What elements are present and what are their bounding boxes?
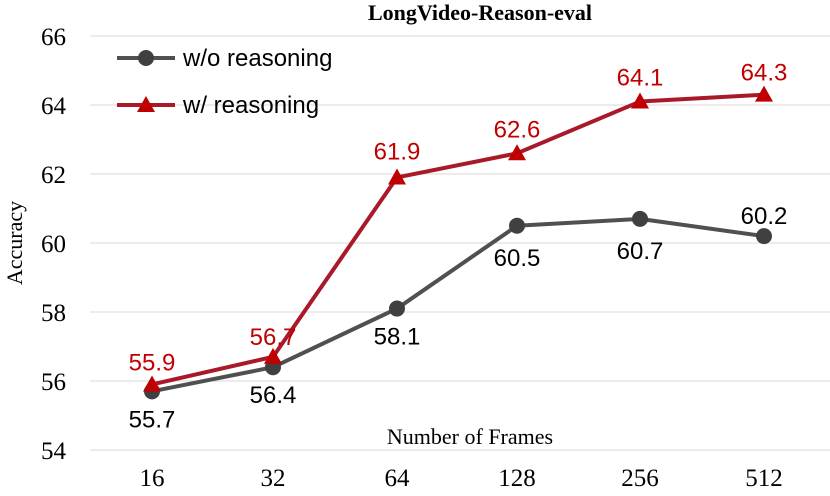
data-label: 55.9 bbox=[129, 349, 176, 376]
data-label: 64.1 bbox=[617, 65, 664, 92]
x-tick-label: 128 bbox=[498, 465, 536, 492]
y-tick-label: 54 bbox=[41, 438, 67, 465]
data-labels: 55.7 56.4 58.1 60.5 60.7 60.2 55.9 56.7 61.9 62.6… bbox=[129, 60, 788, 434]
data-label: 60.5 bbox=[494, 245, 541, 272]
legend-marker-triangle bbox=[137, 96, 155, 112]
legend-label: w/ reasoning bbox=[182, 92, 319, 119]
data-label: 62.6 bbox=[494, 116, 541, 143]
data-point-triangle bbox=[755, 85, 773, 102]
data-label: 56.4 bbox=[250, 382, 297, 409]
data-point-circle bbox=[632, 210, 648, 227]
data-point-triangle bbox=[508, 144, 526, 161]
y-tick-label: 60 bbox=[41, 231, 66, 258]
x-axis-ticks: 16 32 64 128 256 512 bbox=[140, 465, 783, 492]
data-point-circle bbox=[389, 300, 405, 317]
data-label: 60.7 bbox=[617, 238, 664, 265]
y-tick-label: 66 bbox=[41, 24, 66, 51]
x-axis-title: Number of Frames bbox=[387, 424, 553, 449]
data-label: 61.9 bbox=[374, 138, 421, 165]
y-axis-ticks: 54 56 58 60 62 64 66 bbox=[41, 24, 67, 465]
y-tick-label: 62 bbox=[41, 162, 66, 189]
legend: w/o reasoning w/ reasoning bbox=[117, 45, 332, 119]
data-label: 60.2 bbox=[741, 203, 788, 230]
y-tick-label: 64 bbox=[41, 93, 67, 120]
y-axis-title: Accuracy bbox=[2, 201, 27, 285]
x-tick-label: 16 bbox=[140, 465, 165, 492]
data-point-triangle bbox=[388, 168, 406, 185]
series-lines bbox=[143, 85, 773, 400]
data-point-circle bbox=[509, 217, 525, 234]
series-line bbox=[151, 92, 765, 387]
y-tick-label: 58 bbox=[41, 300, 66, 327]
chart-title: LongVideo-Reason-eval bbox=[368, 0, 592, 25]
x-tick-label: 32 bbox=[261, 465, 286, 492]
x-tick-label: 512 bbox=[745, 465, 783, 492]
legend-marker-circle bbox=[138, 50, 154, 66]
y-tick-label: 56 bbox=[41, 369, 66, 396]
data-point-circle bbox=[756, 228, 772, 245]
data-label: 55.7 bbox=[129, 406, 176, 433]
data-point-triangle bbox=[631, 92, 649, 109]
data-point-triangle bbox=[264, 347, 282, 364]
series-line bbox=[151, 216, 765, 394]
legend-label: w/o reasoning bbox=[182, 45, 332, 72]
x-tick-label: 64 bbox=[385, 465, 411, 492]
data-label: 56.7 bbox=[250, 324, 297, 351]
data-point-triangle bbox=[143, 375, 161, 392]
data-label: 64.3 bbox=[741, 60, 788, 87]
data-label: 58.1 bbox=[374, 324, 421, 351]
x-tick-label: 256 bbox=[621, 465, 659, 492]
